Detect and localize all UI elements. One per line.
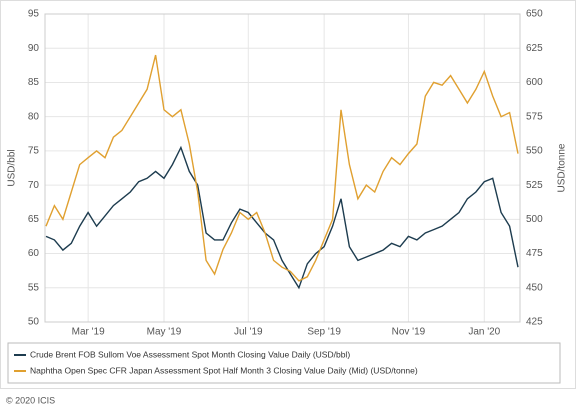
copyright: © 2020 ICIS — [6, 395, 55, 405]
y2-tick-label: 500 — [526, 214, 543, 225]
y-tick-label: 80 — [28, 111, 40, 122]
y-tick-label: 55 — [28, 282, 40, 293]
series-line — [45, 54, 519, 282]
x-tick-label: Mar '19 — [72, 327, 105, 338]
legend-label: Crude Brent FOB Sullom Voe Assessment Sp… — [30, 349, 350, 359]
y-tick-label: 75 — [28, 146, 40, 157]
plot-frame — [44, 13, 521, 323]
y-tick-label: 90 — [28, 43, 40, 54]
y-tick-label: 65 — [28, 214, 40, 225]
x-tick-label: Nov '19 — [392, 327, 426, 338]
y2-tick-label: 475 — [526, 248, 543, 259]
y-tick-label: 50 — [28, 317, 40, 328]
x-tick-label: Sep '19 — [307, 327, 341, 338]
y-tick-label: 85 — [28, 77, 40, 88]
y-tick-label: 70 — [28, 180, 40, 191]
x-tick-label: Jul '19 — [234, 327, 263, 338]
y2-tick-label: 625 — [526, 43, 543, 54]
y-tick-label: 95 — [28, 9, 40, 20]
y2-axis-label: USD/tonne — [557, 143, 568, 192]
chart-frame — [0, 0, 576, 389]
y2-tick-label: 575 — [526, 111, 543, 122]
y2-tick-label: 600 — [526, 77, 543, 88]
y2-tick-label: 525 — [526, 180, 543, 191]
x-tick-label: Jan '20 — [468, 327, 500, 338]
legend-label: Naphtha Open Spec CFR Japan Assessment S… — [30, 365, 418, 375]
y2-tick-label: 425 — [526, 317, 543, 328]
legend-box — [7, 342, 561, 384]
series-line — [45, 145, 519, 290]
y2-tick-label: 450 — [526, 282, 543, 293]
y2-tick-label: 650 — [526, 9, 543, 20]
y-tick-label: 60 — [28, 248, 40, 259]
x-tick-label: May '19 — [147, 327, 182, 338]
y2-tick-label: 550 — [526, 146, 543, 157]
y-axis-label: USD/bbl — [7, 149, 18, 186]
